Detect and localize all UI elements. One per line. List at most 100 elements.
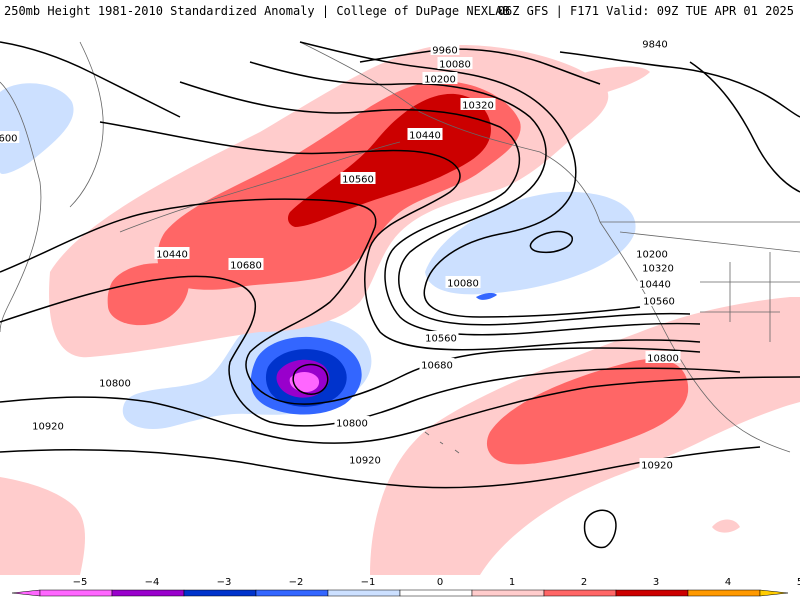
contour-10800	[0, 376, 800, 444]
contour-label: 10560	[643, 297, 675, 308]
contour-label: 10440	[639, 280, 671, 291]
colorbar-segment	[615, 589, 689, 597]
contour-label-bg	[30, 419, 66, 431]
border-us-canada	[600, 221, 800, 342]
colorbar-segment	[687, 589, 761, 597]
coast-asia	[0, 81, 42, 333]
colorbar-tick-label: 3	[653, 577, 659, 588]
anomaly-fill-plus1-sw	[0, 477, 85, 575]
contour-label-bg	[97, 376, 133, 388]
colorbar-segment	[543, 589, 617, 597]
contour-label: 10200	[636, 250, 668, 261]
colorbar-tick-label: 4	[725, 577, 731, 588]
contour-label-bg	[445, 276, 481, 288]
contour-label-bg	[422, 72, 458, 84]
anomaly-fill-plus3-ridge	[287, 93, 491, 227]
colorbar-segment	[111, 589, 185, 597]
contour-label-bg	[641, 294, 677, 306]
colorbar-segment	[399, 589, 473, 597]
colorbar-segments	[11, 589, 789, 597]
contour-label: 10680	[421, 361, 453, 372]
anomaly-fill-minus2-east	[476, 292, 497, 300]
colorbar-tick-label: −5	[73, 577, 88, 588]
contour-label-bg	[640, 37, 670, 49]
colorbar-tick-label: −3	[217, 577, 232, 588]
colorbar-ticks: −5 −4 −3 −2 −1 0 1 2 3 4 5	[73, 577, 800, 588]
coastlines	[0, 41, 800, 454]
contour-label-bg	[334, 416, 370, 428]
colorbar-tick-label: −2	[289, 577, 304, 588]
contour-label: 9840	[642, 40, 667, 51]
contour-label-bg	[407, 128, 443, 140]
contour-label: 10800	[99, 379, 131, 390]
contour-10080	[299, 41, 641, 318]
colorbar-segment	[183, 589, 257, 597]
contour-label-bg	[639, 458, 675, 470]
contour-label-bg	[347, 453, 383, 465]
contour-label-bg	[423, 331, 459, 343]
contour-10440	[99, 121, 701, 351]
contour-nw-arc	[0, 41, 181, 118]
contour-label: 10800	[647, 354, 679, 365]
contour-label: 10320	[642, 264, 674, 275]
colorbar-segment	[255, 589, 329, 597]
contour-label: 10080	[447, 279, 479, 290]
colorbar-segment	[471, 589, 545, 597]
contour-label: 10920	[641, 461, 673, 472]
colorbar-arrow-left	[11, 589, 41, 597]
contour-label-bg	[640, 261, 676, 273]
contour-label-bg	[637, 277, 673, 289]
contour-label: 9960	[432, 46, 457, 57]
contour-10920	[0, 446, 761, 489]
coast-hawaii	[424, 431, 460, 454]
colorbar-tick-label: 2	[581, 577, 587, 588]
contour-east-closed	[529, 230, 573, 254]
contour-low-closed	[292, 363, 329, 395]
anomaly-fill-minus1-nw	[0, 83, 74, 174]
contour-label-bg	[437, 57, 473, 69]
coast-westcoast	[599, 221, 791, 453]
contour-label: 10560	[425, 334, 457, 345]
contour-label-bg	[634, 247, 670, 259]
contour-label: 10560	[342, 175, 374, 186]
colorbar-segment	[327, 589, 401, 597]
contour-south-closed	[583, 509, 617, 549]
contour-ne-arc	[689, 61, 800, 193]
product-title: 250mb Height 1981-2010 Standardized Anom…	[4, 4, 510, 18]
contour-9840	[559, 51, 800, 118]
contour-10680	[0, 275, 741, 427]
contour-label: 10800	[336, 419, 368, 430]
coast-aleutians	[119, 141, 401, 233]
contour-label: 10440	[409, 131, 441, 142]
contour-label: 10440	[156, 250, 188, 261]
colorbar-tick-label: 5	[797, 577, 800, 588]
contour-label-bg	[645, 351, 681, 363]
colorbar: −5 −4 −3 −2 −1 0 1 2 3 4 5	[11, 577, 800, 597]
anomaly-fill-minus5-low	[289, 372, 320, 393]
coast-alaska	[299, 41, 601, 223]
contour-10560	[0, 198, 701, 405]
contour-label-bg	[228, 258, 264, 270]
contour-label-bg	[340, 172, 376, 184]
contour-label-bg	[0, 131, 20, 143]
positive-anomaly-fills	[0, 45, 800, 575]
coast-kamchatka	[69, 41, 104, 208]
colorbar-tick-label: 0	[437, 577, 443, 588]
anomaly-fill-plus2-south	[486, 358, 689, 465]
contour-10200	[249, 61, 691, 326]
contour-label: 10200	[424, 75, 456, 86]
contour-label: 10680	[230, 261, 262, 272]
anomaly-map: 9960 9840 10080 10200 10320 10440 10560 10440 10…	[0, 22, 800, 575]
colorbar-segment	[39, 589, 113, 597]
colorbar-tick-label: −1	[361, 577, 376, 588]
contour-9960	[359, 48, 601, 85]
anomaly-fill-minus1-east	[425, 191, 636, 295]
anomaly-fill-plus1-edge	[712, 519, 740, 533]
contour-10320	[179, 81, 701, 336]
contour-label: 10920	[32, 422, 64, 433]
contour-label: 600	[0, 134, 18, 145]
contour-label-bg	[419, 358, 455, 370]
contour-label-bg	[460, 98, 496, 110]
contour-label: 10920	[349, 456, 381, 467]
contour-label: 10320	[462, 101, 494, 112]
